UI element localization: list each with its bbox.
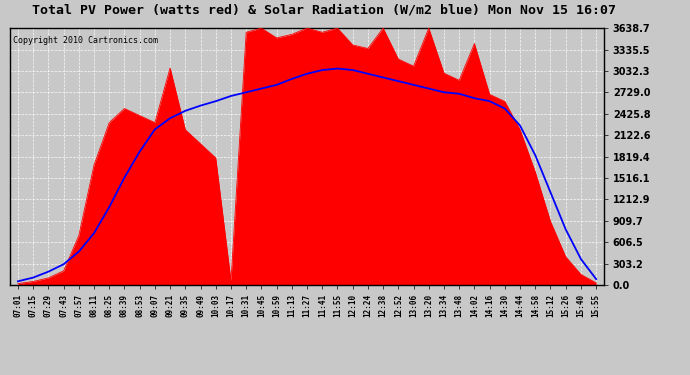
Text: Copyright 2010 Cartronics.com: Copyright 2010 Cartronics.com (13, 36, 158, 45)
Text: Total PV Power (watts red) & Solar Radiation (W/m2 blue) Mon Nov 15 16:07: Total PV Power (watts red) & Solar Radia… (32, 4, 616, 17)
